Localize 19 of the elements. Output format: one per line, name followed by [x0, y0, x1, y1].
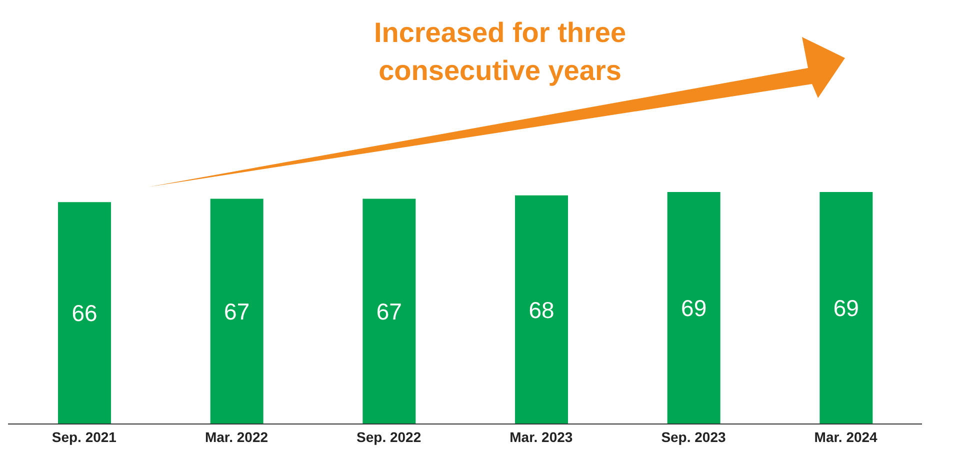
x-tick-label: Mar. 2023 [510, 428, 573, 445]
data-label: 67 [224, 298, 250, 325]
x-tick-label: Sep. 2023 [661, 428, 726, 445]
bar [58, 202, 111, 424]
bar [820, 192, 873, 424]
data-label: 69 [681, 295, 707, 322]
x-tick-label: Sep. 2021 [52, 428, 117, 445]
data-label: 67 [376, 298, 402, 325]
x-tick-label: Mar. 2022 [204, 428, 268, 445]
bar [515, 195, 568, 424]
text: Increased for three consecutive years [372, 16, 628, 88]
data-label: 69 [833, 295, 859, 322]
data-label: 66 [72, 300, 98, 326]
bar [667, 192, 720, 424]
x-tick-label: Sep. 2022 [356, 428, 422, 445]
bar [210, 198, 264, 424]
bar [362, 198, 416, 424]
x-tick-label: Mar. 2024 [814, 428, 878, 445]
data-label: 68 [528, 296, 554, 323]
